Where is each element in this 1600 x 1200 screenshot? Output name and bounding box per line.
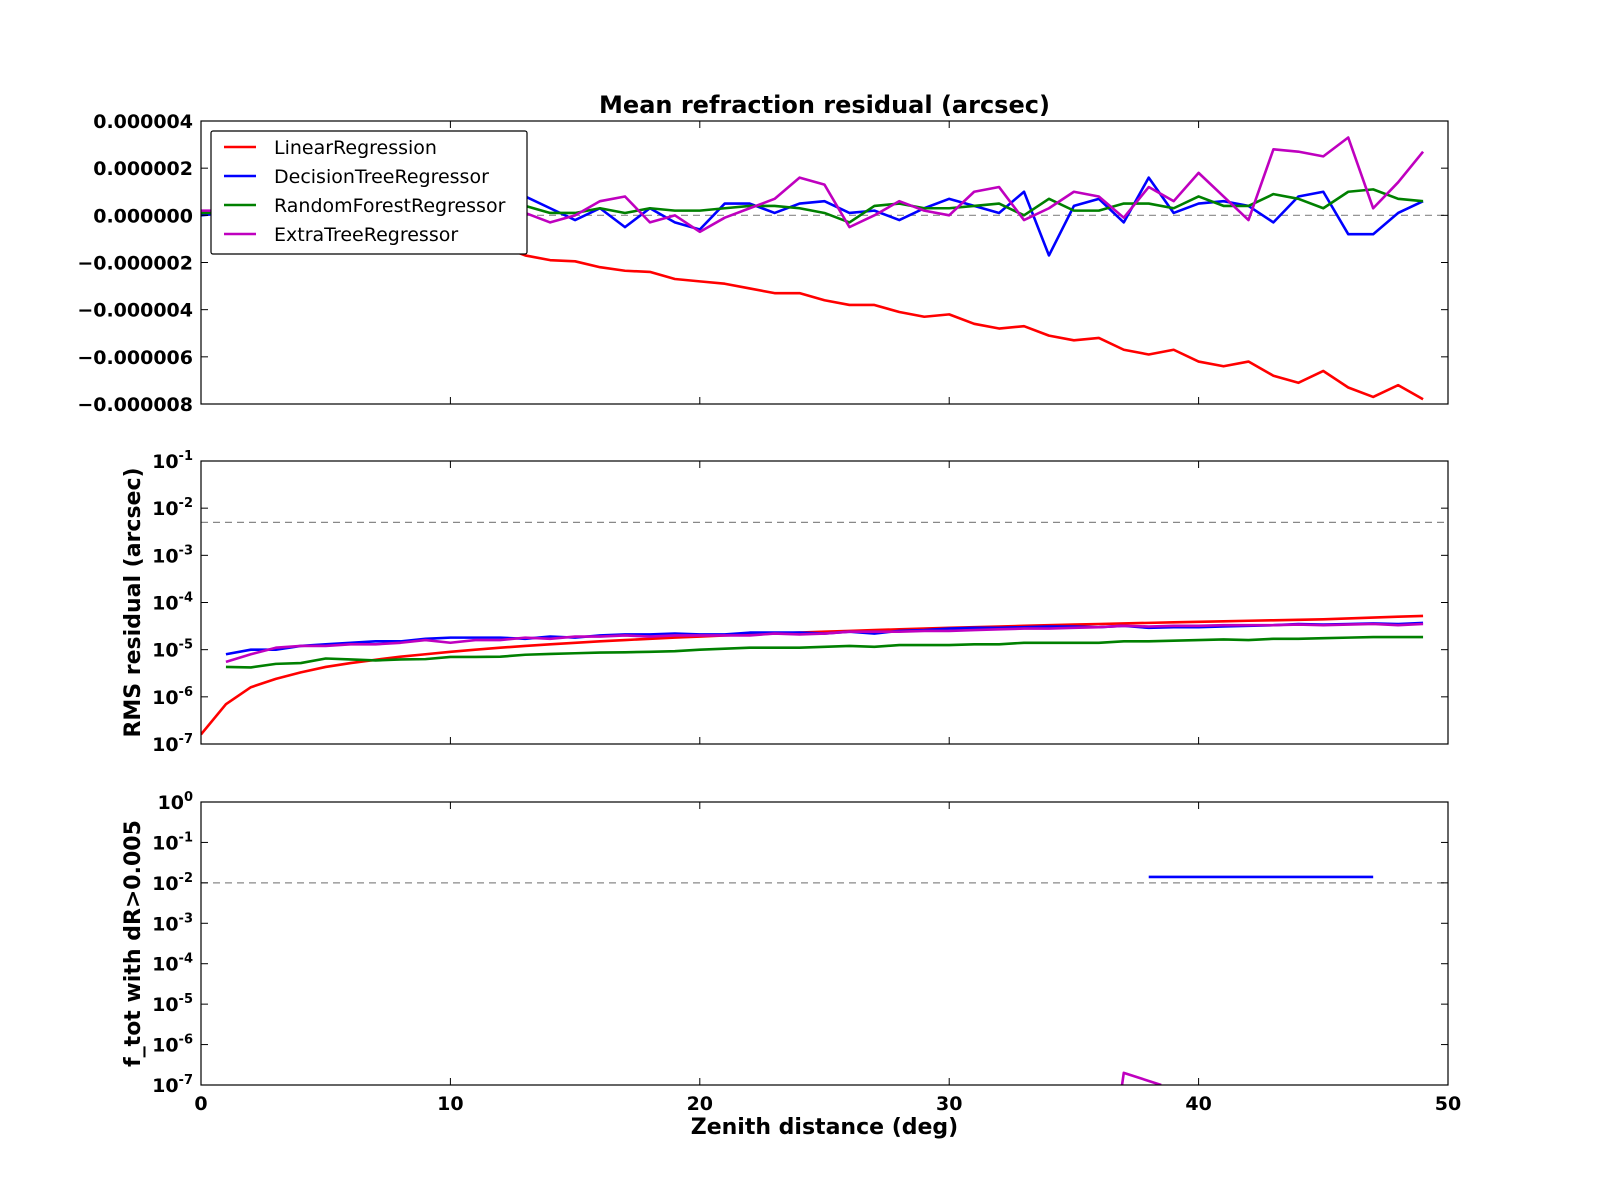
legend-frame: [210, 130, 528, 255]
y-tick-label: −0.000008: [77, 394, 193, 416]
panel-mean-residual: Mean refraction residual (arcsec) −0.000…: [77, 91, 1449, 416]
legend-entry: LinearRegression: [274, 137, 437, 159]
legend-entry: ExtraTreeRegressor: [274, 224, 458, 246]
y-tick-label: 0.000002: [93, 158, 193, 180]
y-tick-label: 10-7: [152, 1073, 193, 1097]
legend-entry: DecisionTreeRegressor: [274, 166, 489, 188]
y-tick-label: −0.000002: [77, 253, 193, 275]
y-tick-label: 10-6: [152, 1033, 193, 1057]
y-ticks: 10-7 10-6 10-5 10-4 10-3 10-2 10-1 100: [152, 790, 1448, 1097]
y-tick-label: 10-4: [152, 952, 193, 976]
x-ticks: [200, 461, 1449, 744]
y-tick-label: 10-2: [152, 496, 193, 520]
y-tick-label: 10-6: [152, 685, 193, 709]
y-axis-label: RMS residual (arcsec): [121, 467, 146, 737]
x-tick-label: 0: [194, 1093, 207, 1115]
y-tick-label: 10-2: [152, 871, 193, 895]
x-tick-label: 10: [437, 1093, 463, 1115]
series-group: [201, 614, 1424, 736]
y-tick-label: 100: [158, 790, 194, 814]
x-tick-label: 30: [936, 1093, 962, 1115]
y-tick-label: 10-3: [152, 543, 193, 567]
y-tick-label: 10-3: [152, 911, 193, 935]
plot-frame: [200, 801, 1449, 1086]
x-axis-label: Zenith distance (deg): [691, 1115, 958, 1140]
panel-f-tot: 10-7 10-6 10-5 10-4 10-3 10-2 10-1 100 0 10 20 30 4…: [121, 790, 1461, 1140]
y-axis-label: f_tot with dR>0.005: [121, 820, 146, 1067]
y-tick-label: 10-5: [152, 992, 193, 1016]
series-group: [1120, 875, 1374, 1085]
panel-rms-residual: 10-7 10-6 10-5 10-4 10-3 10-2 10-1 RMS residua…: [121, 449, 1449, 756]
y-tick-label: 10-5: [152, 638, 193, 662]
x-ticks: 0 10 20 30 40 50: [194, 802, 1461, 1115]
y-tick-label: 10-1: [152, 449, 193, 473]
y-tick-label: 0.000000: [93, 205, 193, 227]
x-tick-label: 20: [687, 1093, 713, 1115]
x-tick-label: 40: [1185, 1093, 1211, 1115]
y-ticks: 10-7 10-6 10-5 10-4 10-3 10-2 10-1: [152, 449, 1448, 756]
y-ticks: −0.000008 −0.000006 −0.000004 −0.000002 0.00…: [77, 111, 1448, 416]
y-tick-label: 10-4: [152, 591, 193, 615]
y-tick-label: −0.000006: [77, 347, 193, 369]
y-tick-label: 10-7: [152, 732, 193, 756]
legend: LinearRegression DecisionTreeRegressor Ran…: [210, 130, 528, 255]
series-line-decisiontreeregressor: [225, 621, 1424, 656]
y-tick-label: 0.000004: [93, 111, 193, 133]
legend-entry: RandomForestRegressor: [274, 195, 506, 217]
plot-frame: [200, 460, 1449, 745]
series-line-extratreeregressor: [1120, 1071, 1162, 1085]
chart-title: Mean refraction residual (arcsec): [599, 91, 1050, 119]
y-tick-label: 10-1: [152, 830, 193, 854]
y-tick-label: −0.000004: [77, 300, 193, 322]
x-tick-label: 50: [1435, 1093, 1461, 1115]
series-line-randomforestregressor: [225, 635, 1424, 669]
series-line-extratreeregressor: [225, 622, 1424, 664]
x-ticks: [200, 121, 1449, 404]
